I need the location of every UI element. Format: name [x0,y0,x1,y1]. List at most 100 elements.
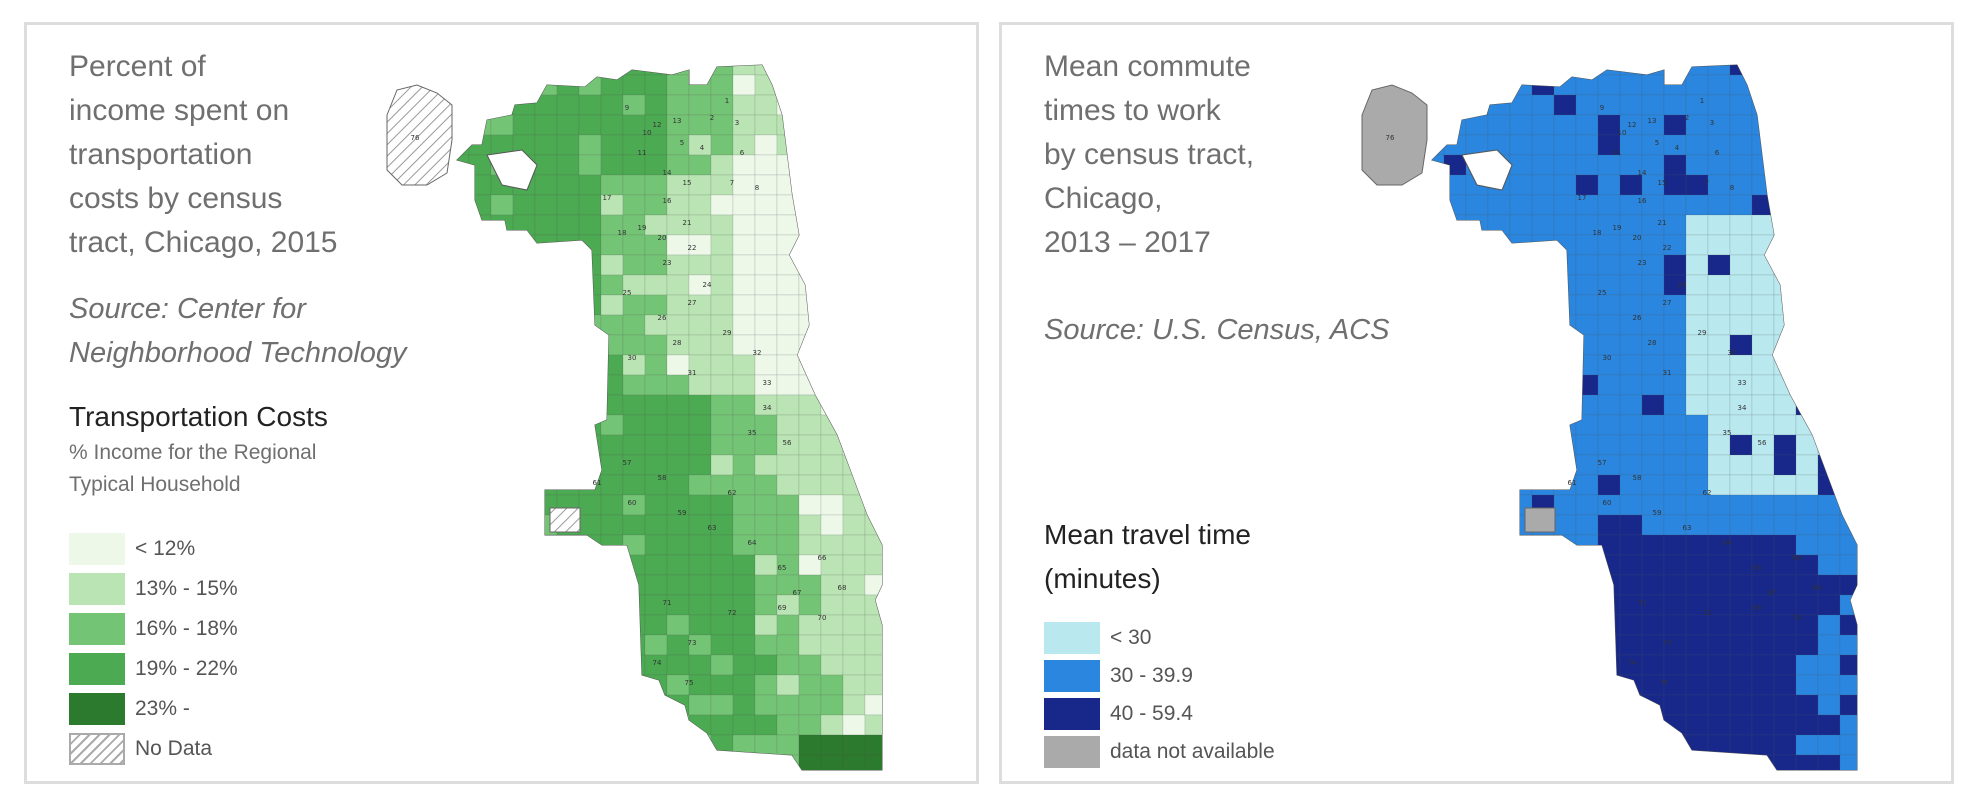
census-tract [1487,614,1511,636]
census-tract [534,314,558,336]
census-tract [457,594,470,616]
census-tract [864,94,882,116]
census-tract [688,614,712,636]
census-tract [457,65,470,76]
census-tract [1707,514,1731,536]
census-tract [1531,254,1555,276]
census-tract [1751,334,1775,356]
census-tract [842,274,866,296]
census-tract [1597,314,1621,336]
census-tract [1553,534,1577,556]
census-tract [534,554,558,576]
census-tract [1862,95,1884,115]
census-tract [622,394,646,416]
census-tract [1751,654,1775,676]
census-tract [1729,514,1753,536]
census-tract [1597,194,1621,216]
census-tract [798,714,822,736]
census-tract [732,554,756,576]
census-tract [1839,214,1857,236]
census-tract [1465,65,1489,76]
census-tract [710,65,734,76]
census-tract [578,614,602,636]
census-tract [1443,634,1467,656]
census-tract [1509,294,1533,316]
census-tract [887,715,909,735]
census-tract [1707,574,1731,596]
census-tract [887,695,909,715]
legend-title: Mean travel time (minutes) [1044,519,1251,594]
census-tract [1839,434,1857,456]
community-area-label: 59 [678,509,687,517]
census-tract [512,614,536,636]
community-area-label: 67 [793,589,802,597]
census-tract [578,574,602,596]
census-tract [457,394,470,416]
census-tract [732,294,756,316]
census-tract [1773,354,1797,376]
census-tract [1619,134,1643,156]
census-tract [1619,214,1643,236]
census-tract [1509,65,1533,76]
census-tract [468,654,492,676]
airport-cutout [486,149,538,191]
census-tract [1707,654,1731,676]
census-tract [1839,314,1857,336]
census-tract [1795,734,1819,756]
census-tract [468,514,492,536]
census-tract [1597,174,1621,196]
census-tract [887,75,909,95]
census-tract [1817,394,1841,416]
census-tract [887,575,909,595]
community-area-label: 4 [1675,144,1680,152]
census-tract [578,454,602,476]
census-tract [887,355,909,375]
census-tract [1465,114,1489,136]
census-tract [710,574,734,596]
census-tract [578,634,602,656]
census-tract [534,654,558,676]
census-tract [1487,374,1511,396]
census-tract [512,714,536,736]
census-tract [1432,734,1445,756]
census-tract [1597,614,1621,636]
census-tract [468,494,492,516]
census-tract [799,775,821,784]
census-tract [798,454,822,476]
census-tract [798,65,822,76]
census-tract [1597,594,1621,616]
community-area-label: 31 [688,369,697,377]
census-tract [1509,434,1533,456]
census-tract [1729,634,1753,656]
census-tract [798,694,822,716]
census-tract [644,374,668,396]
census-tract [1729,614,1753,636]
census-tract [622,694,646,716]
census-tract [1575,374,1599,396]
census-tract [754,294,778,316]
census-tract [798,394,822,416]
community-area-label: 76 [1386,134,1395,142]
ohare-tract [1361,84,1428,186]
census-tract [644,294,668,316]
census-tract [1773,714,1797,736]
census-tract [534,234,558,256]
census-tract [1531,694,1555,716]
census-tract [1487,74,1511,96]
census-tract [1817,134,1841,156]
census-tract [1862,455,1884,475]
census-tract [820,694,844,716]
census-tract [1729,454,1753,476]
census-tract [1751,65,1775,76]
census-tract [842,594,866,616]
census-tract [1839,194,1857,216]
census-tract [688,534,712,556]
legend-items: < 12% 13% - 15% 16% - 18% 19% - 22% 23% - No … [69,529,328,769]
community-area-label: 28 [673,339,682,347]
census-tract [1531,554,1555,576]
census-tract [842,74,866,96]
census-tract [644,214,668,236]
census-tract [1443,234,1467,256]
census-tract [820,94,844,116]
census-tract [776,74,800,96]
